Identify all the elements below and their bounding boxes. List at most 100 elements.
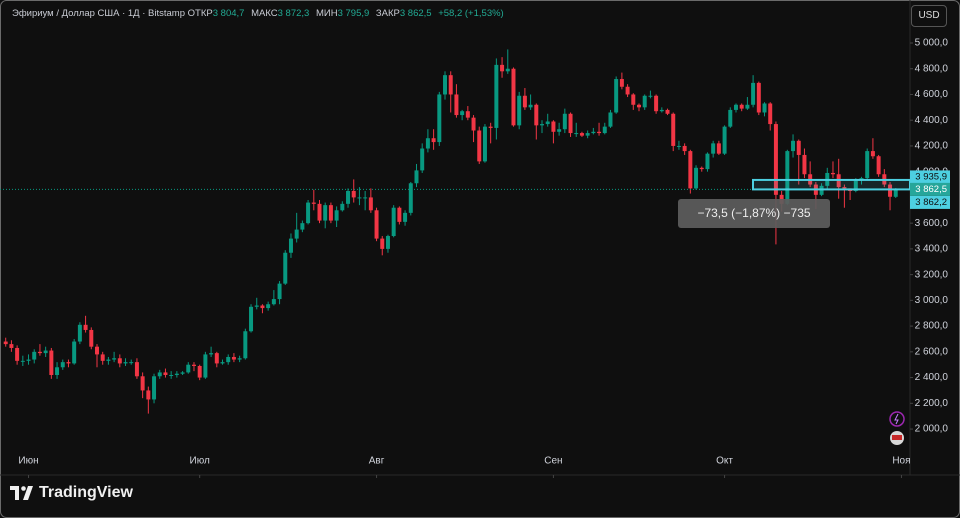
y-tick-label: 2 400,0 — [915, 372, 949, 383]
candle-body — [146, 390, 151, 400]
candle-body — [711, 143, 716, 154]
candle-body — [791, 140, 796, 152]
candle-body — [294, 229, 299, 239]
candle-body — [676, 145, 681, 147]
candle-body — [300, 223, 305, 230]
candle-body — [488, 126, 493, 128]
x-tick-label: Окт — [716, 456, 733, 467]
candle-body — [648, 95, 653, 97]
candle-body — [117, 358, 122, 364]
candle-body — [517, 95, 522, 126]
candle-body — [471, 117, 476, 131]
candle-body — [197, 365, 202, 378]
candle-body — [55, 367, 60, 375]
candle-body — [460, 111, 465, 116]
candle-body — [72, 341, 77, 364]
candle-body — [231, 356, 236, 360]
candle-body — [659, 109, 664, 112]
candle-body — [751, 82, 756, 105]
candle-body — [637, 104, 641, 108]
candle-body — [557, 129, 562, 132]
candle-body — [89, 329, 94, 347]
candle-body — [602, 126, 607, 134]
candle-body — [853, 180, 858, 191]
candle-body — [363, 197, 368, 199]
change: +58,2 (+1,53%) — [438, 8, 504, 19]
y-tick-label: 3 600,0 — [915, 218, 949, 229]
candle-body — [671, 113, 676, 146]
candle-body — [785, 151, 790, 204]
candle-body — [551, 121, 556, 132]
candle-body — [374, 210, 379, 239]
candle-body — [283, 252, 288, 284]
price-tag — [910, 195, 950, 209]
candle-body — [140, 376, 145, 391]
candle-body — [842, 187, 847, 189]
candle-body — [380, 238, 385, 249]
y-tick-label: 3 000,0 — [915, 295, 949, 306]
candle-body — [397, 207, 402, 222]
candle-body — [682, 145, 687, 152]
candle-body — [568, 113, 573, 134]
currency-button[interactable]: USD — [911, 5, 947, 27]
candle-body — [106, 359, 111, 361]
candle-body — [203, 354, 208, 378]
candle-body — [768, 103, 773, 125]
logo-mark — [10, 486, 33, 500]
candle-body — [129, 362, 134, 364]
candle-body — [112, 358, 117, 360]
high-label: МАКС — [251, 8, 278, 19]
low-value: 3 795,9 — [337, 8, 370, 19]
candle-body — [328, 205, 333, 221]
candle-body — [773, 124, 778, 195]
candle-body — [694, 167, 699, 189]
candle-body — [437, 94, 442, 143]
candle-body — [186, 364, 191, 373]
candle-body — [32, 351, 37, 360]
brand: TradingView — [39, 484, 133, 501]
close-label: ЗАКР — [375, 8, 400, 19]
candle-body — [562, 113, 567, 130]
measure-range — [752, 178, 911, 191]
price-tag-label: 3 935,9 — [915, 171, 947, 182]
candle-body — [876, 156, 881, 175]
candle-body — [214, 353, 219, 364]
y-tick-label: 2 800,0 — [915, 321, 949, 332]
low-label: МИН — [315, 8, 338, 19]
price-tag — [910, 170, 950, 184]
logo[interactable]: TradingView — [10, 484, 133, 502]
x-tick-label: Июл — [190, 456, 210, 467]
candle-body — [534, 104, 539, 126]
candle-body — [494, 64, 499, 128]
candle-body — [20, 360, 25, 362]
candle-body — [865, 151, 870, 179]
candle-body — [237, 358, 242, 360]
candle-body — [477, 130, 482, 162]
candle-body — [756, 82, 761, 113]
candle-body — [505, 68, 510, 72]
candle-body — [357, 197, 362, 199]
x-tick-label: Ноя — [892, 456, 910, 467]
candle-body — [888, 184, 893, 197]
x-tick-label: Сен — [544, 456, 562, 467]
y-tick-label: 3 400,0 — [915, 244, 949, 255]
candle-body — [830, 172, 835, 175]
candle-body — [631, 94, 636, 105]
candle-body — [180, 372, 185, 374]
candle-body — [733, 104, 738, 110]
candle-body — [448, 75, 453, 95]
candle-body — [346, 190, 351, 204]
candle-body — [528, 104, 533, 108]
candle-body — [574, 133, 579, 135]
candle-body — [157, 372, 162, 377]
candle-body — [37, 351, 42, 354]
alert-icon[interactable] — [889, 411, 905, 427]
candle-body — [306, 202, 311, 224]
symbol: Эфириум / Доллар США · 1Д · Bitstamp — [12, 8, 186, 19]
candle-body — [420, 148, 425, 171]
candle-body — [745, 104, 750, 109]
price-tag — [910, 182, 950, 196]
candle-body — [511, 68, 516, 126]
candle-body — [465, 111, 470, 118]
